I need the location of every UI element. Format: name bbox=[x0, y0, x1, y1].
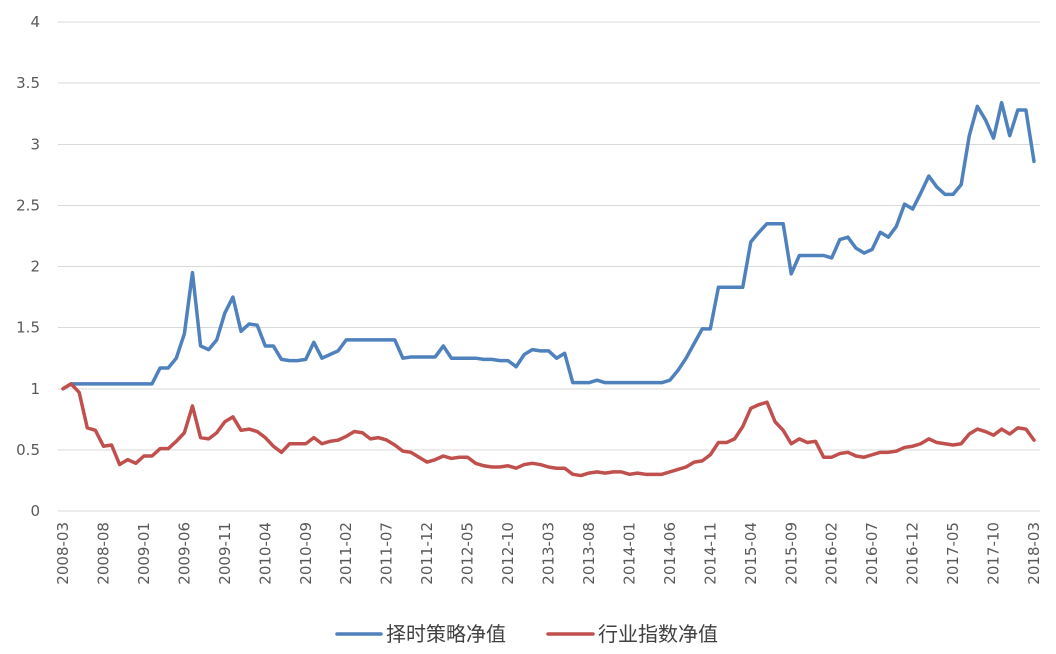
x-tick-label: 2017-05 bbox=[944, 522, 962, 585]
y-tick-label: 3 bbox=[30, 135, 40, 153]
legend-item-strategy: 择时策略净值 bbox=[335, 622, 506, 646]
y-tick-label: 1.5 bbox=[16, 319, 40, 337]
x-tick-label: 2013-03 bbox=[540, 522, 558, 585]
x-tick-label: 2012-05 bbox=[459, 522, 477, 585]
x-tick-label: 2015-04 bbox=[742, 522, 760, 585]
x-tick-label: 2016-07 bbox=[863, 522, 881, 585]
y-tick-label: 0 bbox=[30, 502, 40, 520]
series-line-0 bbox=[61, 100, 1036, 391]
y-tick-label: 1 bbox=[30, 380, 40, 398]
legend-item-index: 行业指数净值 bbox=[546, 622, 718, 646]
x-tick-label: 2008-03 bbox=[54, 522, 72, 585]
x-tick-label: 2017-10 bbox=[985, 522, 1003, 585]
x-tick-label: 2014-01 bbox=[620, 522, 638, 585]
x-tick-label: 2014-11 bbox=[701, 522, 719, 585]
x-tick-label: 2011-02 bbox=[337, 522, 355, 585]
x-tick-label: 2011-07 bbox=[378, 522, 396, 585]
x-tick-label: 2008-08 bbox=[94, 522, 112, 585]
x-tick-label: 2009-11 bbox=[216, 522, 234, 585]
y-tick-label: 3.5 bbox=[16, 74, 40, 92]
x-tick-label: 2016-12 bbox=[904, 522, 922, 585]
x-axis-tick-labels: 2008-03 2008-08 2009-01 2009-06 2009-11 2010-… bbox=[54, 522, 1043, 585]
legend-label-strategy: 择时策略净值 bbox=[386, 622, 506, 646]
series-line-1 bbox=[61, 382, 1036, 478]
x-tick-label: 2011-12 bbox=[418, 522, 436, 585]
x-tick-label: 2015-09 bbox=[782, 522, 800, 585]
y-tick-label: 2.5 bbox=[16, 196, 40, 214]
x-tick-label: 2010-09 bbox=[297, 522, 315, 585]
legend: 择时策略净值 行业指数净值 bbox=[335, 622, 718, 646]
x-tick-label: 2018-03 bbox=[1025, 522, 1043, 585]
y-axis-tick-labels: 0 0.5 1 1.5 2 2.5 3 3.5 4 bbox=[16, 13, 40, 520]
y-tick-label: 0.5 bbox=[16, 441, 40, 459]
y-tick-label: 4 bbox=[30, 13, 40, 31]
x-tick-label: 2009-01 bbox=[135, 522, 153, 585]
x-tick-label: 2014-06 bbox=[661, 522, 679, 585]
x-tick-label: 2013-08 bbox=[580, 522, 598, 585]
series-lines bbox=[61, 100, 1036, 478]
y-tick-label: 2 bbox=[30, 258, 40, 276]
x-tick-label: 2009-06 bbox=[175, 522, 193, 585]
legend-label-index: 行业指数净值 bbox=[598, 622, 718, 646]
x-tick-label: 2016-02 bbox=[823, 522, 841, 585]
x-tick-label: 2010-04 bbox=[256, 522, 274, 585]
x-tick-label: 2012-10 bbox=[499, 522, 517, 585]
